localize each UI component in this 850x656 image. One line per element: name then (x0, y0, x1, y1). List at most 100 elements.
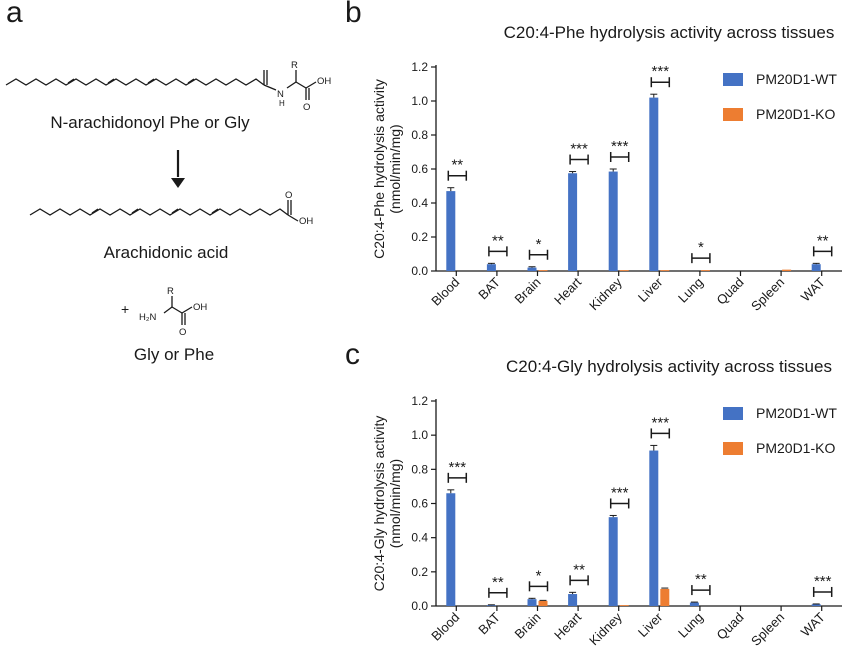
atom-o: O (303, 102, 310, 113)
legend-label-ko: PM20D1-KO (756, 106, 835, 122)
bar-ko-brain (538, 270, 548, 271)
panel-letter-a: a (6, 0, 23, 29)
product-double-bond-3 (171, 208, 179, 214)
bar-wt-heart (568, 173, 578, 271)
sig-label-kidney: *** (611, 138, 629, 155)
x-tick-label-lung: Lung (675, 610, 706, 641)
sig-label-blood: ** (451, 157, 463, 174)
y-tick-label: 0.2 (411, 565, 428, 579)
y-tick-label: 0.6 (411, 497, 428, 511)
x-tick-label-blood: Blood (428, 610, 462, 644)
product-double-bond-4 (211, 208, 219, 214)
reaction-arrow-head (171, 178, 185, 188)
x-tick-label-spleen: Spleen (748, 610, 787, 649)
x-tick-label-liver: Liver (635, 609, 666, 640)
y-tick-label: 0.2 (411, 230, 428, 244)
sig-label-heart: *** (570, 141, 588, 158)
product-double-bond-2 (131, 208, 139, 214)
bar-wt-blood (446, 493, 456, 606)
product-label: Arachidonic acid (104, 243, 229, 262)
bar-wt-brain (527, 599, 537, 606)
bar-wt-liver (649, 450, 659, 606)
bar-ko-lung (700, 270, 710, 271)
bar-wt-wat (811, 604, 821, 606)
bar-wt-kidney (608, 171, 618, 271)
sig-label-liver: *** (652, 63, 670, 80)
atom-n: N (277, 89, 284, 100)
sig-label-lung: ** (695, 571, 707, 588)
legend-swatch-wt (723, 73, 743, 86)
bar-ko-brain (538, 600, 548, 606)
bar-wt-kidney (608, 517, 618, 606)
substrate-carbon-chain (5, 78, 265, 86)
bar-ko-kidney (619, 270, 629, 271)
bar-wt-blood (446, 191, 456, 271)
bar-ko-liver (660, 588, 670, 606)
sig-label-brain: * (536, 236, 542, 253)
product-double-bond-1 (91, 208, 99, 214)
y-tick-label: 0.6 (411, 162, 428, 176)
sig-label-bat: ** (492, 574, 504, 591)
bar-ko-kidney (619, 605, 629, 606)
sig-label-wat: *** (814, 573, 832, 590)
amide-bond (263, 84, 277, 91)
bar-wt-lung (689, 602, 699, 606)
chart-title: C20:4-Gly hydrolysis activity across tis… (506, 357, 832, 376)
legend-swatch-wt (723, 407, 743, 420)
chart-phe-hydrolysis: C20:4-Phe hydrolysis activity across tis… (371, 23, 842, 314)
reaction-scheme: R N H O OH O OH R H₂N O OH + N-arachidon… (5, 60, 331, 364)
y-tick-label: 1.2 (411, 60, 428, 74)
x-tick-label-brain: Brain (512, 610, 544, 642)
y-axis-label: C20:4-Phe hydrolysis activity (371, 79, 387, 259)
amino-atom-o: O (179, 327, 186, 338)
legend-swatch-ko (723, 108, 743, 121)
sig-label-wat: ** (817, 232, 829, 249)
sig-label-kidney: *** (611, 484, 629, 501)
atom-oh: OH (317, 76, 331, 87)
y-axis-label-units: (nmol/min/mg) (387, 459, 403, 548)
y-tick-label: 0.0 (411, 599, 428, 613)
y-tick-label: 0.8 (411, 128, 428, 142)
bar-ko-liver (660, 270, 670, 271)
y-tick-label: 0.4 (411, 196, 428, 210)
sig-label-lung: * (698, 239, 704, 256)
sig-label-heart: ** (573, 561, 585, 578)
legend-label-ko: PM20D1-KO (756, 440, 835, 456)
bar-wt-heart (568, 594, 578, 606)
sig-label-liver: *** (652, 414, 670, 431)
y-axis-label: C20:4-Gly hydrolysis activity (371, 416, 387, 592)
double-bond-2 (107, 78, 115, 84)
y-tick-label: 0.8 (411, 462, 428, 476)
amino-atom-oh: OH (193, 302, 207, 313)
x-tick-label-wat: WAT (798, 609, 828, 639)
chart-title: C20:4-Phe hydrolysis activity across tis… (504, 23, 835, 42)
y-tick-label: 0.0 (411, 264, 428, 278)
x-tick-label-bat: BAT (475, 609, 503, 637)
x-tick-label-quad: Quad (714, 610, 747, 643)
bar-wt-liver (649, 97, 659, 271)
product-atom-o: O (285, 190, 292, 201)
amino-atom-r: R (167, 286, 174, 297)
atom-r: R (291, 60, 298, 71)
bar-wt-wat (811, 264, 821, 271)
y-tick-label: 1.0 (411, 94, 428, 108)
y-tick-label: 0.4 (411, 531, 428, 545)
product-carbon-chain (29, 208, 289, 216)
legend-label-wt: PM20D1-WT (756, 71, 837, 87)
bar-wt-brain (527, 267, 537, 271)
bar-wt-bat (486, 264, 496, 271)
y-axis-label-units: (nmol/min/mg) (387, 124, 403, 213)
amino-atom-h2n: H₂N (139, 312, 157, 323)
product-atom-oh: OH (299, 216, 313, 227)
substrate-label: N-arachidonoyl Phe or Gly (50, 113, 250, 132)
plus-sign: + (121, 301, 129, 317)
sig-label-blood: *** (449, 459, 467, 476)
x-tick-label-heart: Heart (551, 609, 584, 642)
atom-h: H (279, 99, 285, 108)
byproduct-label: Gly or Phe (134, 345, 214, 364)
double-bond-4 (187, 78, 195, 84)
y-tick-label: 1.2 (411, 394, 428, 408)
bar-wt-bat (486, 605, 496, 606)
double-bond-1 (67, 78, 75, 84)
